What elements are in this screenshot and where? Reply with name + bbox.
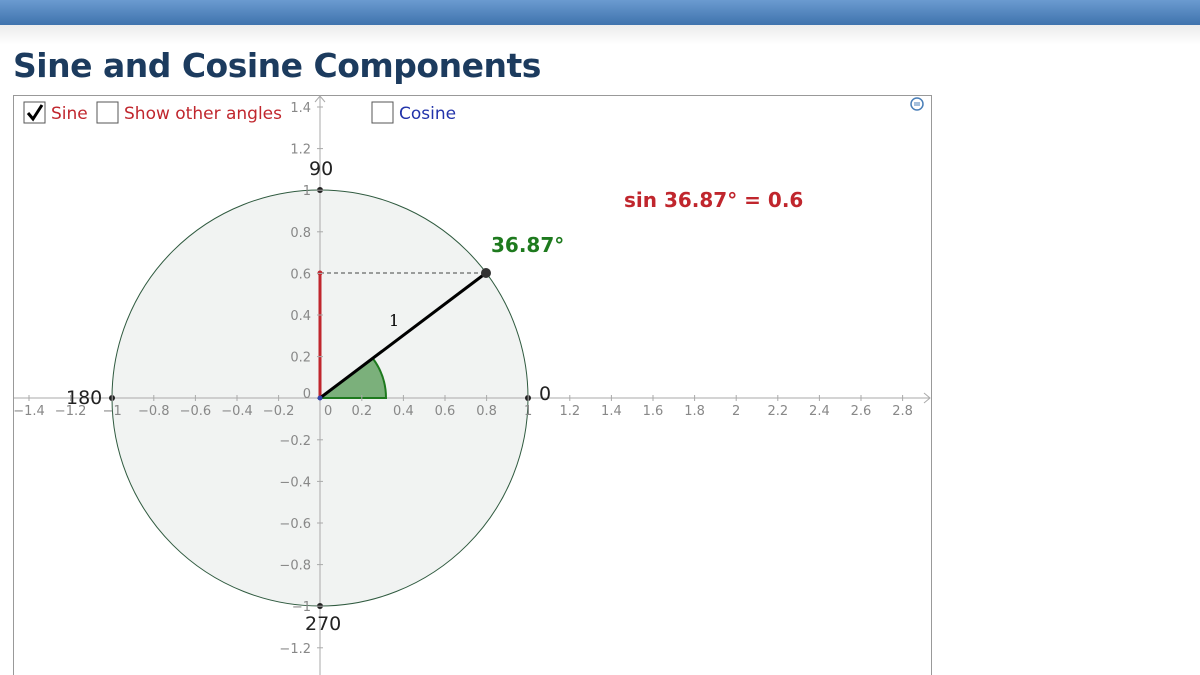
y-tick-label: 0.2 [290,351,311,366]
y-tick-label: 1.4 [290,101,311,116]
x-tick-label: 2.8 [892,404,913,419]
x-tick-label: 1.6 [643,404,664,419]
y-tick-label: −1.2 [279,642,311,657]
y-arrow [314,95,326,103]
x-tick-label: 2.2 [767,404,788,419]
x-tick-label: 2.4 [809,404,830,419]
x-tick-label: −1.4 [13,404,45,419]
x-arrow [923,392,931,404]
y-tick-label: 0.6 [290,267,311,282]
y-tick-label: −0.2 [279,434,311,449]
x-tick-label: 1.8 [684,404,705,419]
x-tick-label: 1 [524,404,532,419]
y-tick-label: 0 [303,387,311,402]
checkbox-label[interactable]: Cosine [399,104,456,124]
x-tick-label: −0.6 [180,404,212,419]
x-tick-label: 1.2 [559,404,580,419]
checkbox-label[interactable]: Show other angles [124,104,282,124]
y-tick-label: 0.4 [290,309,311,324]
y-tick-label: −0.6 [279,517,311,532]
y-tick-label: 1.2 [290,143,311,158]
y-tick-label: −1 [292,600,311,615]
radius [319,271,487,400]
y-tick-label: 0.8 [290,226,311,241]
checkbox[interactable] [96,101,119,124]
angle-label: 90 [309,158,333,180]
refresh-icon[interactable] [910,97,924,111]
x-tick-label: 0.4 [393,404,414,419]
point[interactable] [481,268,491,278]
x-tick-label: −0.4 [221,404,253,419]
x-tick-label: 1.4 [601,404,622,419]
checkbox[interactable] [371,101,394,124]
sine-readout: sin 36.87° = 0.6 [624,188,803,212]
x-tick-label: 2 [732,404,740,419]
checkbox-label[interactable]: Sine [51,104,88,124]
x-tick-label: 0.8 [476,404,497,419]
x-tick-label: −1 [103,404,122,419]
y-tick-label: −0.4 [279,475,311,490]
y-tick-label: −0.8 [279,559,311,574]
top-bar [0,0,1200,25]
x-tick-label: 2.6 [851,404,872,419]
check-mark [26,104,44,122]
x-tick-label: 0.6 [435,404,456,419]
angle-value: 36.87° [491,233,564,257]
angle-label: 270 [305,613,341,635]
y-tick-label: 1 [303,184,311,199]
page-title: Sine and Cosine Components [13,46,541,85]
x-tick-label: −0.8 [138,404,170,419]
angle-label: 180 [66,387,102,409]
shade [0,25,1200,45]
origin [317,395,323,401]
x-tick-label: 0 [324,404,332,419]
x-tick-label: −0.2 [263,404,295,419]
angle-label: 0 [539,383,551,405]
x-tick-label: 0.2 [351,404,372,419]
radius-label: 1 [389,311,399,330]
x-tick-label: −1.2 [55,404,87,419]
